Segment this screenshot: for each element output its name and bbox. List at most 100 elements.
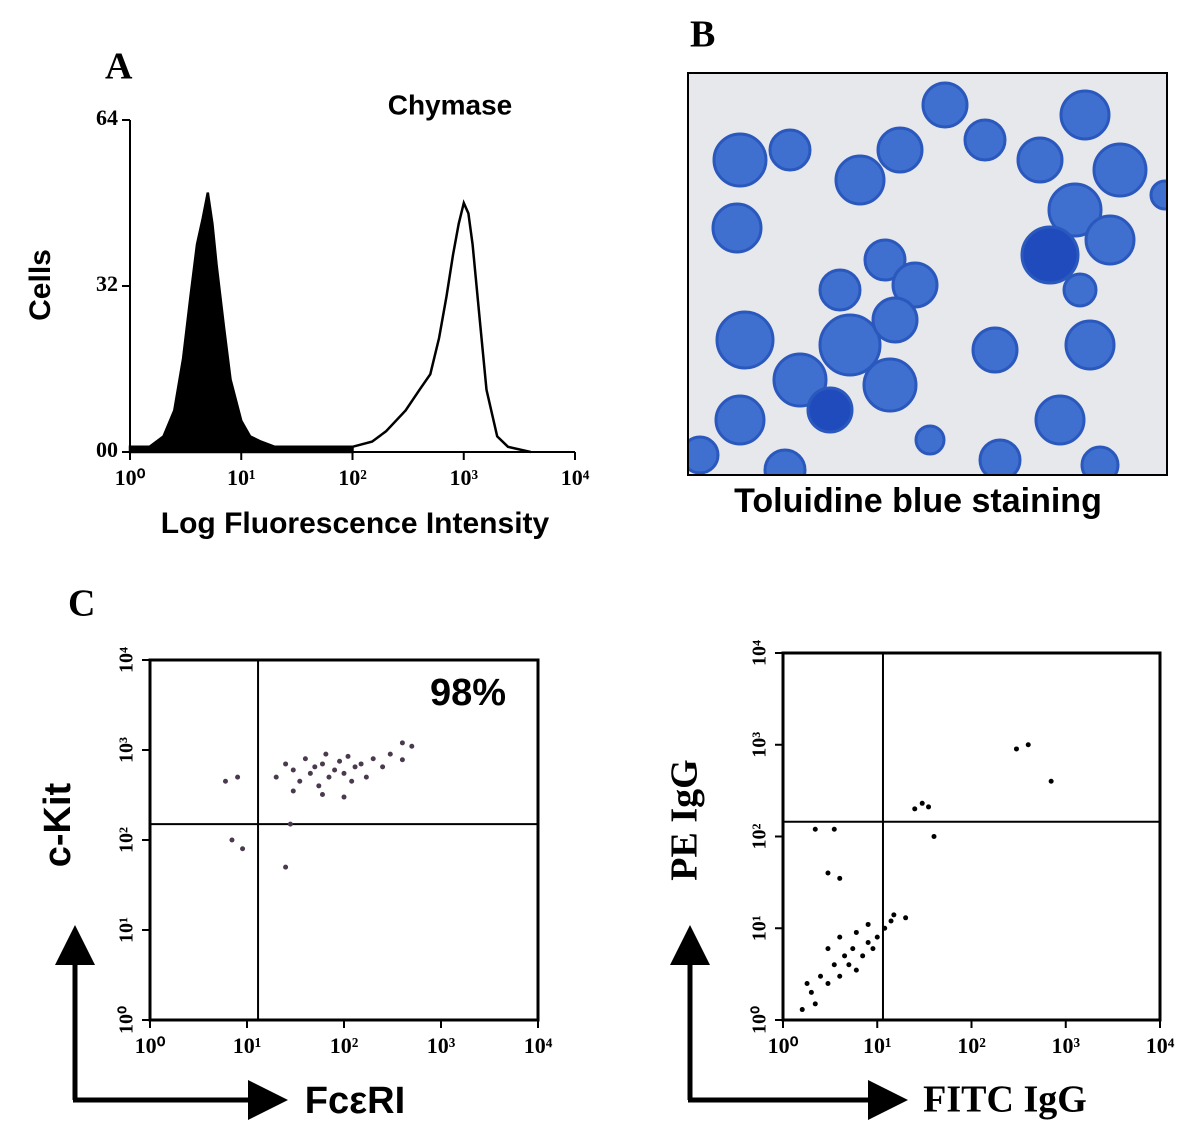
point [323,751,329,757]
plot-frame [148,658,540,1022]
point [842,953,848,959]
point [409,743,415,749]
point [825,946,831,952]
x-tick-label: 10² [957,1033,986,1058]
point [302,756,308,762]
x-tick-label: 10¹ [863,1033,892,1058]
point [332,767,338,773]
point [235,774,241,780]
point [865,921,871,927]
point [341,770,347,776]
y-axis-label: Cells [24,249,57,321]
point [812,1001,818,1007]
point [818,973,824,979]
micrograph [687,72,1168,476]
point [349,778,355,784]
x-tick-label: 10⁰ [115,465,146,490]
point [799,1007,805,1013]
point [903,915,909,921]
point [316,783,322,789]
x-tick-label: 10² [330,1033,359,1058]
histogram-outline [274,199,531,454]
x-tick-label: 10¹ [227,465,256,490]
x-tick-label: 10³ [1051,1033,1080,1058]
point [804,980,810,986]
y-tick-label: 10⁴ [749,640,771,666]
point [345,753,351,759]
x-tick-label: 10⁴ [1146,1033,1175,1058]
x-tick-label: 10² [338,465,367,490]
x-tick-label: 10³ [427,1033,456,1058]
point [853,967,859,973]
point [837,934,843,940]
panel-label: C [68,583,95,625]
point [837,973,843,979]
point [380,764,386,770]
point [812,826,818,832]
x-axis-label: Log Fluorescence Intensity [161,507,550,540]
point [273,774,279,780]
point [874,934,880,940]
x-axis-label: FITC IgG [923,1079,1087,1121]
y-tick-label: 10³ [749,732,771,758]
chart-title: Chymase [388,89,513,120]
point [326,774,332,780]
point [312,764,318,770]
x-tick-label: 10¹ [233,1033,262,1058]
y-axis-label: PE IgG [664,759,706,880]
point [1013,746,1019,752]
point [307,770,313,776]
y-tick-label: 10³ [116,737,138,763]
y-tick-label: 64 [96,105,118,130]
point [931,834,937,839]
y-axis-label: c-Kit [37,782,79,867]
point [926,804,932,810]
y-tick-label: 10² [749,824,771,850]
point [850,946,856,952]
x-tick-label: 10³ [449,465,478,490]
point [283,761,289,767]
point [337,758,343,764]
point [825,870,831,876]
point [399,740,405,746]
point [837,875,843,881]
point [888,918,894,924]
point [341,794,347,800]
x-tick-label: 10⁰ [768,1033,799,1058]
point [399,757,405,763]
point [870,946,876,952]
point [882,925,888,931]
point [387,751,393,757]
annotation: 98% [430,672,506,714]
point [919,800,925,806]
point [808,989,814,995]
point [865,939,871,945]
plot-frame [781,651,1162,1022]
x-tick-label: 10⁴ [561,465,590,490]
point [853,929,859,935]
x-axis-label: FcεRI [305,1080,405,1122]
histogram-filled [128,192,354,454]
point [290,767,296,773]
panel-label: A [105,46,133,88]
point [319,761,325,767]
point [229,837,235,843]
point [287,821,293,827]
y-tick-label: 32 [96,271,118,296]
panel-label: B [690,14,715,56]
point [283,864,289,870]
point [846,962,852,968]
y-tick-label: 10⁰ [749,1006,771,1034]
point [825,980,831,986]
y-tick-label: 00 [96,437,118,462]
point [370,756,376,762]
y-tick-label: 10¹ [116,917,138,943]
point [297,778,303,784]
axis-arrows [55,925,908,1120]
point [831,962,837,968]
y-tick-label: 10⁰ [116,1006,138,1034]
point [363,774,369,780]
point [358,761,364,767]
point [860,953,866,959]
